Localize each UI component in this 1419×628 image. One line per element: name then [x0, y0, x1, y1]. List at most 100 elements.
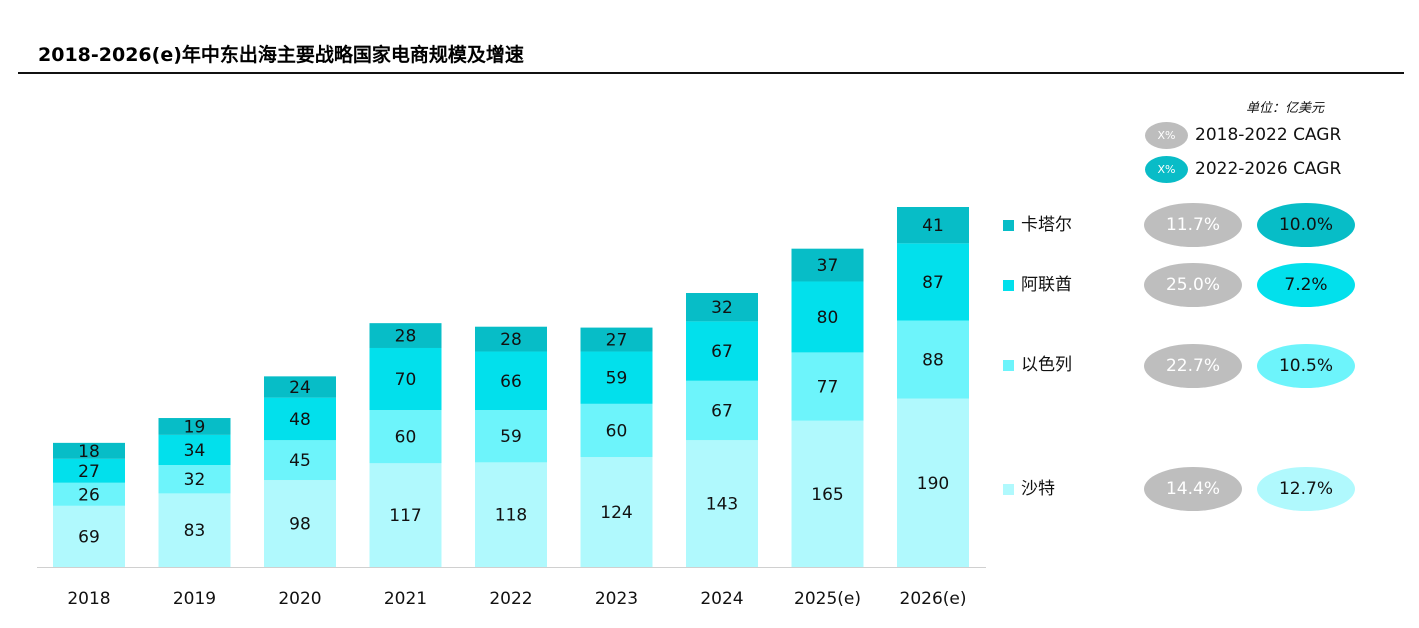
bar-segment-2022-1: [475, 410, 547, 463]
bar-segment-2023-2: [580, 351, 653, 404]
data-label-2020-1: 45: [289, 451, 311, 471]
bar-segment-2024-0: [686, 440, 758, 567]
bar-segment-2021-0: [369, 463, 442, 567]
chart-title: 2018-2026(e)年中东出海主要战略国家电商规模及增速: [38, 44, 524, 66]
data-label-2019-2: 34: [184, 441, 206, 461]
data-label-2022-0: 118: [495, 506, 527, 526]
bar-segment-2023-3: [580, 327, 653, 352]
data-label-2025(e)-1: 77: [817, 378, 839, 398]
cagr-legend-marker-grey: X%: [1145, 122, 1188, 149]
bar-segment-2021-1: [369, 410, 442, 464]
cagr-pill-qatar-2022-2026: 10.0%: [1257, 203, 1355, 247]
cagr-pill-uae-2018-2022: 25.0%: [1144, 263, 1242, 307]
data-label-2024-1: 67: [711, 401, 733, 421]
data-label-2018-0: 69: [78, 527, 100, 547]
legend-label-qatar: 卡塔尔: [1021, 215, 1072, 235]
bar-segment-2024-1: [686, 380, 758, 441]
cagr-pill-uae-2022-2026: 7.2%: [1257, 263, 1355, 307]
x-tick-label-2022: 2022: [489, 589, 532, 609]
data-label-2026(e)-3: 41: [922, 216, 944, 236]
bar-segment-2025(e)-2: [791, 281, 864, 353]
data-label-2026(e)-0: 190: [917, 474, 949, 494]
bar-segment-2018-3: [53, 442, 125, 459]
data-label-2020-3: 24: [289, 378, 311, 398]
data-label-2018-2: 27: [78, 462, 100, 482]
legend-swatch-saudi: [1003, 484, 1014, 495]
x-tick-label-2025(e): 2025(e): [794, 589, 861, 609]
data-label-2021-3: 28: [395, 327, 417, 347]
bar-segment-2018-0: [53, 505, 125, 567]
data-label-2025(e)-0: 165: [811, 485, 843, 505]
unit-label: 单位：亿美元: [1246, 101, 1325, 116]
data-label-2023-1: 60: [606, 421, 628, 441]
x-tick-label-2020: 2020: [278, 589, 321, 609]
bar-segment-2024-2: [686, 321, 758, 381]
bar-segment-2019-3: [158, 418, 231, 435]
data-label-2020-0: 98: [289, 515, 311, 535]
data-label-2025(e)-2: 80: [817, 308, 839, 328]
bar-segment-2026(e)-1: [897, 320, 969, 399]
cagr-pill-saudi-2022-2026: 12.7%: [1257, 467, 1355, 511]
cagr-legend-marker-teal: X%: [1145, 156, 1188, 183]
bar-segment-2026(e)-0: [897, 398, 969, 567]
bar-segment-2025(e)-0: [791, 420, 864, 567]
bar-segment-2018-1: [53, 482, 125, 506]
data-label-2022-2: 66: [500, 372, 522, 392]
cagr-legend-label-2018-2022: 2018-2022 CAGR: [1195, 125, 1342, 145]
bar-segment-2021-2: [369, 347, 442, 411]
data-label-2025(e)-3: 37: [817, 256, 839, 276]
bar-segment-2020-1: [264, 440, 336, 481]
data-label-2026(e)-1: 88: [922, 351, 944, 371]
bar-segment-2020-0: [264, 480, 336, 567]
cagr-pill-saudi-2018-2022: 14.4%: [1144, 467, 1242, 511]
bar-segment-2019-2: [158, 434, 231, 466]
x-tick-label-2018: 2018: [67, 589, 110, 609]
cagr-pill-israel-2022-2026: 10.5%: [1257, 344, 1355, 388]
title-divider: [18, 72, 1404, 74]
legend-swatch-uae: [1003, 280, 1014, 291]
bar-segment-2022-0: [475, 462, 547, 567]
bar-segment-2023-0: [580, 457, 653, 567]
x-tick-label-2019: 2019: [173, 589, 216, 609]
bar-segment-2018-2: [53, 458, 125, 483]
data-label-2026(e)-2: 87: [922, 273, 944, 293]
x-tick-label-2024: 2024: [700, 589, 743, 609]
data-label-2021-2: 70: [395, 370, 417, 390]
bar-segment-2025(e)-3: [791, 248, 864, 282]
bar-segment-2020-3: [264, 376, 336, 398]
bar-segment-2020-2: [264, 397, 336, 441]
legend-label-saudi: 沙特: [1021, 479, 1055, 499]
data-label-2024-0: 143: [706, 495, 738, 515]
bar-segment-2026(e)-2: [897, 243, 969, 321]
x-tick-label-2021: 2021: [384, 589, 427, 609]
bar-segment-2023-1: [580, 403, 653, 458]
legend-label-israel: 以色列: [1021, 355, 1072, 375]
data-label-2019-0: 83: [184, 521, 206, 541]
data-label-2021-1: 60: [395, 428, 417, 448]
cagr-legend-label-2022-2026: 2022-2026 CAGR: [1195, 159, 1342, 179]
bar-segment-2019-0: [158, 493, 231, 567]
legend-label-uae: 阿联酋: [1021, 275, 1072, 295]
data-label-2019-1: 32: [184, 470, 206, 490]
data-label-2018-3: 18: [78, 442, 100, 462]
cagr-pill-qatar-2018-2022: 11.7%: [1144, 203, 1242, 247]
data-label-2024-2: 67: [711, 342, 733, 362]
bar-segment-2021-3: [369, 323, 442, 348]
bar-segment-2024-3: [686, 293, 758, 322]
x-tick-label-2023: 2023: [595, 589, 638, 609]
bar-segment-2019-1: [158, 465, 231, 494]
data-label-2021-0: 117: [389, 506, 421, 526]
bar-segment-2022-2: [475, 351, 547, 411]
bar-segment-2025(e)-1: [791, 352, 864, 421]
data-label-2022-3: 28: [500, 330, 522, 350]
bar-segment-2022-3: [475, 326, 547, 352]
data-label-2019-3: 19: [184, 417, 206, 437]
x-tick-label-2026(e): 2026(e): [900, 589, 967, 609]
data-label-2020-2: 48: [289, 410, 311, 430]
legend-swatch-qatar: [1003, 220, 1014, 231]
bar-segment-2026(e)-3: [897, 207, 969, 244]
data-label-2023-3: 27: [606, 331, 628, 351]
data-label-2024-3: 32: [711, 298, 733, 318]
